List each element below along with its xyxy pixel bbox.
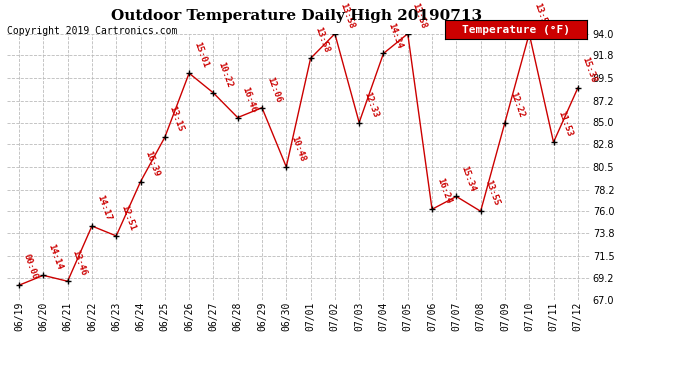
Text: 13:15: 13:15 <box>168 105 186 133</box>
Text: 16:24: 16:24 <box>435 177 453 205</box>
Text: 15:34: 15:34 <box>460 164 477 192</box>
Text: 16:46: 16:46 <box>241 85 258 114</box>
Text: 13:58: 13:58 <box>411 2 428 30</box>
Text: 13:46: 13:46 <box>70 249 88 277</box>
Text: 16:39: 16:39 <box>144 149 161 178</box>
Text: 13:58: 13:58 <box>532 2 550 30</box>
Text: 14:17: 14:17 <box>95 194 112 222</box>
Text: Copyright 2019 Cartronics.com: Copyright 2019 Cartronics.com <box>7 26 177 36</box>
Text: 13:58: 13:58 <box>313 26 331 54</box>
Text: 12:51: 12:51 <box>119 204 137 232</box>
Text: 12:33: 12:33 <box>362 90 380 118</box>
Text: 12:06: 12:06 <box>265 75 282 104</box>
Text: Temperature (°F): Temperature (°F) <box>462 25 570 34</box>
Text: Outdoor Temperature Daily High 20190713: Outdoor Temperature Daily High 20190713 <box>111 9 482 23</box>
Text: 10:22: 10:22 <box>216 61 234 89</box>
Text: 13:58: 13:58 <box>338 2 355 30</box>
Text: 15:01: 15:01 <box>192 41 210 69</box>
Text: 15:38: 15:38 <box>581 56 598 84</box>
Text: 11:53: 11:53 <box>556 110 574 138</box>
Text: 10:48: 10:48 <box>289 135 307 163</box>
Text: 13:55: 13:55 <box>484 179 501 207</box>
Text: 14:34: 14:34 <box>386 21 404 50</box>
Text: 12:22: 12:22 <box>508 90 526 118</box>
Text: 14:14: 14:14 <box>46 243 64 272</box>
Text: 00:00: 00:00 <box>22 253 39 281</box>
